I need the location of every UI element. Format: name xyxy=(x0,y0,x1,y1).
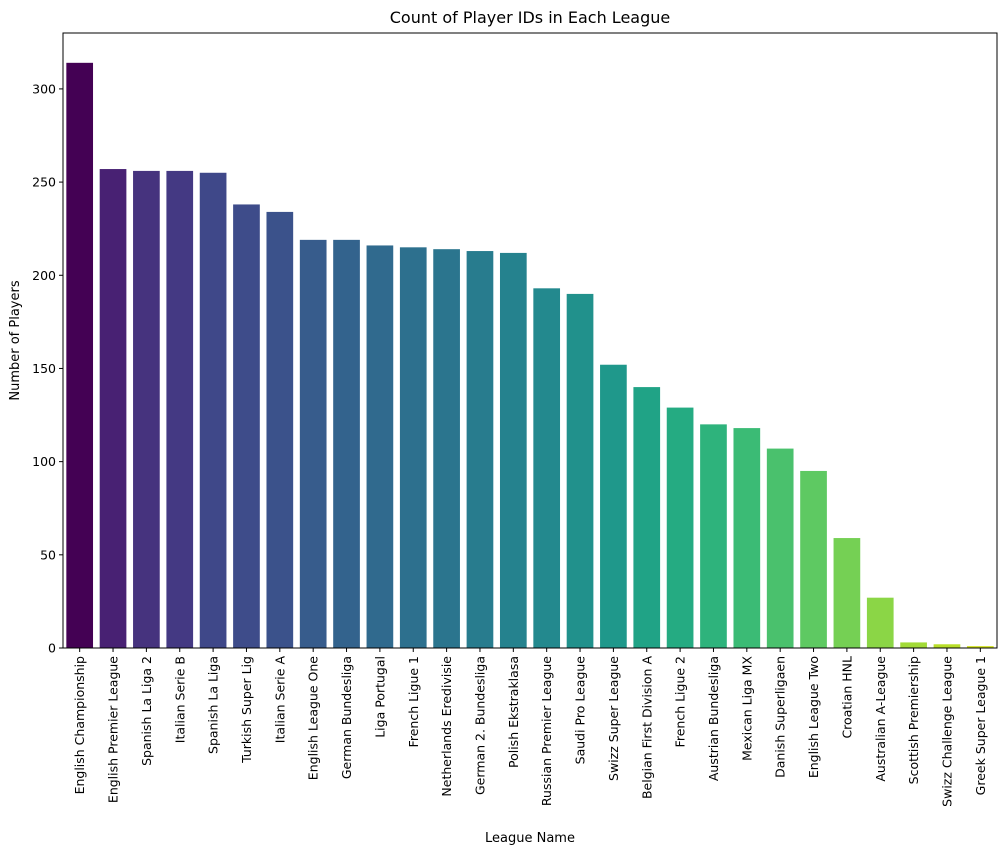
bar-23 xyxy=(833,538,861,648)
x-tick-label: Greek Super League 1 xyxy=(973,656,988,795)
bar-6 xyxy=(266,211,294,648)
y-tick-label: 100 xyxy=(32,454,56,469)
x-tick-label: Netherlands Eredivisie xyxy=(439,656,454,797)
y-axis-label: Number of Players xyxy=(8,280,23,400)
y-tick-label: 150 xyxy=(32,361,56,376)
x-tick-label: Swizz Challenge League xyxy=(939,656,954,807)
bar-0 xyxy=(66,62,94,648)
bar-8 xyxy=(333,239,360,649)
bar-2 xyxy=(133,170,160,648)
x-tick-label: English Premier League xyxy=(106,656,121,803)
x-tick-label: Croatian HNL xyxy=(839,656,854,739)
y-tick-label: 300 xyxy=(32,81,56,96)
bar-19 xyxy=(700,424,727,648)
x-tick-label: French Ligue 2 xyxy=(673,656,688,747)
x-tick-label: Danish Superligaen xyxy=(773,656,788,778)
bar-10 xyxy=(399,247,427,648)
bars-layer xyxy=(66,62,994,649)
bar-18 xyxy=(666,407,694,648)
y-tick-label: 50 xyxy=(40,547,56,562)
x-tick-label: Mexican Liga MX xyxy=(739,656,754,761)
bar-7 xyxy=(299,239,327,649)
bar-12 xyxy=(466,251,494,649)
x-tick-label: German Bundesliga xyxy=(339,656,354,779)
bar-25 xyxy=(900,642,927,648)
bar-22 xyxy=(800,470,827,648)
x-tick-label: Liga Portugal xyxy=(372,656,387,738)
bar-3 xyxy=(166,170,194,648)
x-tick-label: Belgian First Division A xyxy=(639,656,654,799)
x-tick-label: Australian A-League xyxy=(873,656,888,782)
x-tick-label: Polish Ekstraklasa xyxy=(506,656,521,768)
x-axis: English Championship English Premier Leag… xyxy=(72,648,988,807)
y-tick-label: 200 xyxy=(32,268,56,283)
x-tick-label: Swizz Super League xyxy=(606,656,621,781)
bar-17 xyxy=(633,387,661,648)
x-tick-label: Italian Serie B xyxy=(172,656,187,743)
bar-9 xyxy=(366,245,394,648)
x-tick-label: English League One xyxy=(306,656,321,780)
bar-15 xyxy=(566,293,594,648)
bar-11 xyxy=(433,249,460,648)
x-tick-label: Italian Serie A xyxy=(272,656,287,744)
y-tick-label: 250 xyxy=(32,175,56,190)
x-tick-label: Spanish La Liga xyxy=(206,656,221,754)
x-tick-label: English Championship xyxy=(72,656,87,794)
x-tick-label: Austrian Bundesliga xyxy=(706,656,721,781)
bar-4 xyxy=(199,172,227,648)
chart-title: Count of Player IDs in Each League xyxy=(390,8,670,27)
x-tick-label: Scottish Premiership xyxy=(906,656,921,784)
bar-13 xyxy=(499,252,527,648)
x-tick-label: German 2. Bundesliga xyxy=(472,656,487,795)
x-axis-label: League Name xyxy=(485,831,575,846)
x-tick-label: Turkish Super Lig xyxy=(239,656,254,764)
bar-27 xyxy=(966,646,994,648)
bar-20 xyxy=(733,428,761,648)
x-tick-label: French Ligue 1 xyxy=(406,656,421,747)
x-tick-label: Spanish La Liga 2 xyxy=(139,656,154,766)
x-tick-label: Saudi Pro League xyxy=(573,656,588,765)
plot-frame xyxy=(62,32,998,649)
bar-1 xyxy=(99,169,127,649)
bar-16 xyxy=(600,364,627,648)
bar-21 xyxy=(766,448,794,648)
y-axis: 0 50 100 150 200 250 300 xyxy=(32,81,63,656)
bar-5 xyxy=(233,204,260,648)
bar-14 xyxy=(533,288,561,648)
x-tick-label: Russian Premier League xyxy=(539,656,554,806)
bar-24 xyxy=(866,597,894,648)
x-tick-label: English League Two xyxy=(806,656,821,778)
y-tick-label: 0 xyxy=(48,641,56,656)
bar-26 xyxy=(933,644,961,648)
